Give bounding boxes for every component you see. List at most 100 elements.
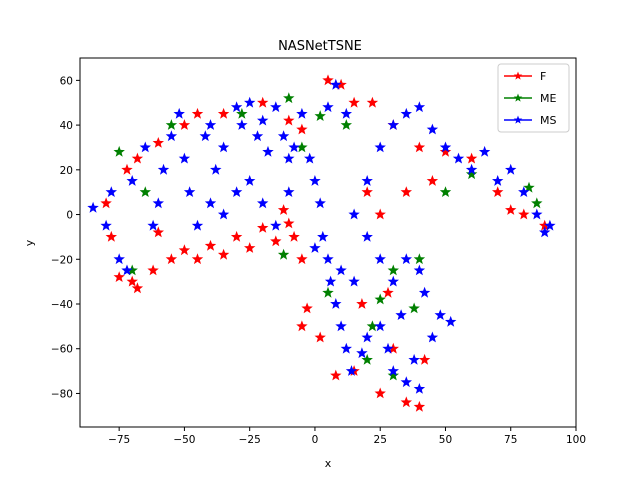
point-f [230, 230, 243, 242]
point-f [413, 141, 426, 153]
point-f [191, 253, 204, 265]
point-ms [309, 175, 321, 186]
point-ms [296, 107, 308, 119]
point-ms [434, 309, 446, 320]
y-tick-label: −20 [51, 254, 73, 266]
point-me [387, 264, 399, 276]
point-me [531, 197, 543, 209]
point-ms [183, 186, 196, 197]
point-ms [374, 320, 386, 332]
point-ms [356, 347, 368, 359]
point-ms [257, 197, 269, 209]
point-ms [100, 219, 112, 231]
point-f [400, 396, 412, 408]
point-ms [317, 230, 329, 242]
point-me [523, 181, 535, 193]
point-ms [387, 119, 399, 130]
point-f [178, 244, 191, 256]
point-me [387, 369, 399, 381]
point-ms [126, 175, 138, 186]
point-f [217, 248, 230, 260]
point-ms [395, 309, 407, 320]
point-me [113, 145, 125, 157]
point-me [465, 168, 478, 180]
point-ms [147, 219, 159, 231]
point-me [236, 107, 248, 119]
point-me [314, 110, 326, 121]
point-ms [204, 197, 217, 209]
legend-marker-f [513, 71, 523, 80]
point-f [505, 204, 517, 215]
point-me [413, 253, 426, 265]
point-me [361, 353, 373, 365]
point-ms [157, 163, 170, 175]
x-axis-ticks: −75 −50 −25 0 25 50 75 100 [108, 427, 586, 446]
point-f [147, 264, 159, 276]
point-ms [330, 78, 342, 90]
point-ms [426, 123, 439, 135]
point-ms [165, 130, 178, 142]
point-ms [87, 201, 99, 213]
point-ms [478, 145, 491, 157]
point-f [113, 271, 125, 282]
point-ms [324, 275, 337, 287]
point-me [408, 302, 420, 314]
point-f [400, 186, 412, 197]
legend: F ME MS [497, 63, 570, 133]
point-f [330, 369, 342, 381]
point-f [296, 253, 308, 265]
y-tick-label: 20 [60, 165, 73, 177]
point-f [387, 342, 399, 354]
point-f [348, 96, 360, 108]
point-ms [304, 152, 316, 164]
point-me [296, 141, 308, 153]
point-me [283, 92, 295, 104]
point-f [244, 242, 256, 253]
legend-label-ms: MS [540, 114, 556, 127]
point-ms [309, 242, 321, 253]
point-ms [139, 141, 151, 153]
point-f [418, 353, 431, 365]
point-ms [288, 141, 300, 153]
point-ms [244, 96, 256, 108]
series-me [113, 92, 543, 381]
point-f [296, 320, 308, 332]
point-ms [322, 101, 334, 113]
point-ms [262, 145, 274, 157]
point-f [366, 96, 379, 108]
point-ms [505, 163, 517, 175]
point-f [191, 107, 204, 119]
point-ms [445, 315, 457, 327]
point-f [100, 197, 112, 209]
point-ms [335, 264, 347, 276]
point-f [257, 222, 269, 233]
point-ms [387, 365, 399, 376]
point-ms [345, 365, 358, 376]
point-ms [283, 152, 295, 164]
point-f [335, 78, 347, 90]
point-ms [348, 208, 360, 220]
point-f [270, 235, 282, 247]
point-f [361, 186, 373, 197]
point-ms [400, 253, 412, 265]
point-f [277, 204, 290, 215]
point-ms [400, 107, 412, 119]
point-ms [426, 331, 439, 343]
point-f [283, 217, 295, 229]
point-ms [210, 163, 222, 175]
x-tick-label: 75 [504, 434, 517, 446]
legend-marker-ms [513, 115, 523, 124]
y-axis-label: y [23, 239, 36, 246]
point-f [204, 239, 217, 251]
point-f [322, 74, 334, 86]
y-tick-label: −80 [51, 388, 73, 400]
point-ms [173, 107, 185, 119]
point-f [217, 107, 230, 119]
legend-box [497, 63, 570, 133]
point-f [165, 253, 178, 265]
point-me [340, 119, 352, 130]
point-ms [452, 152, 465, 164]
point-ms [374, 253, 386, 265]
point-ms [121, 264, 133, 276]
point-me [126, 264, 138, 276]
